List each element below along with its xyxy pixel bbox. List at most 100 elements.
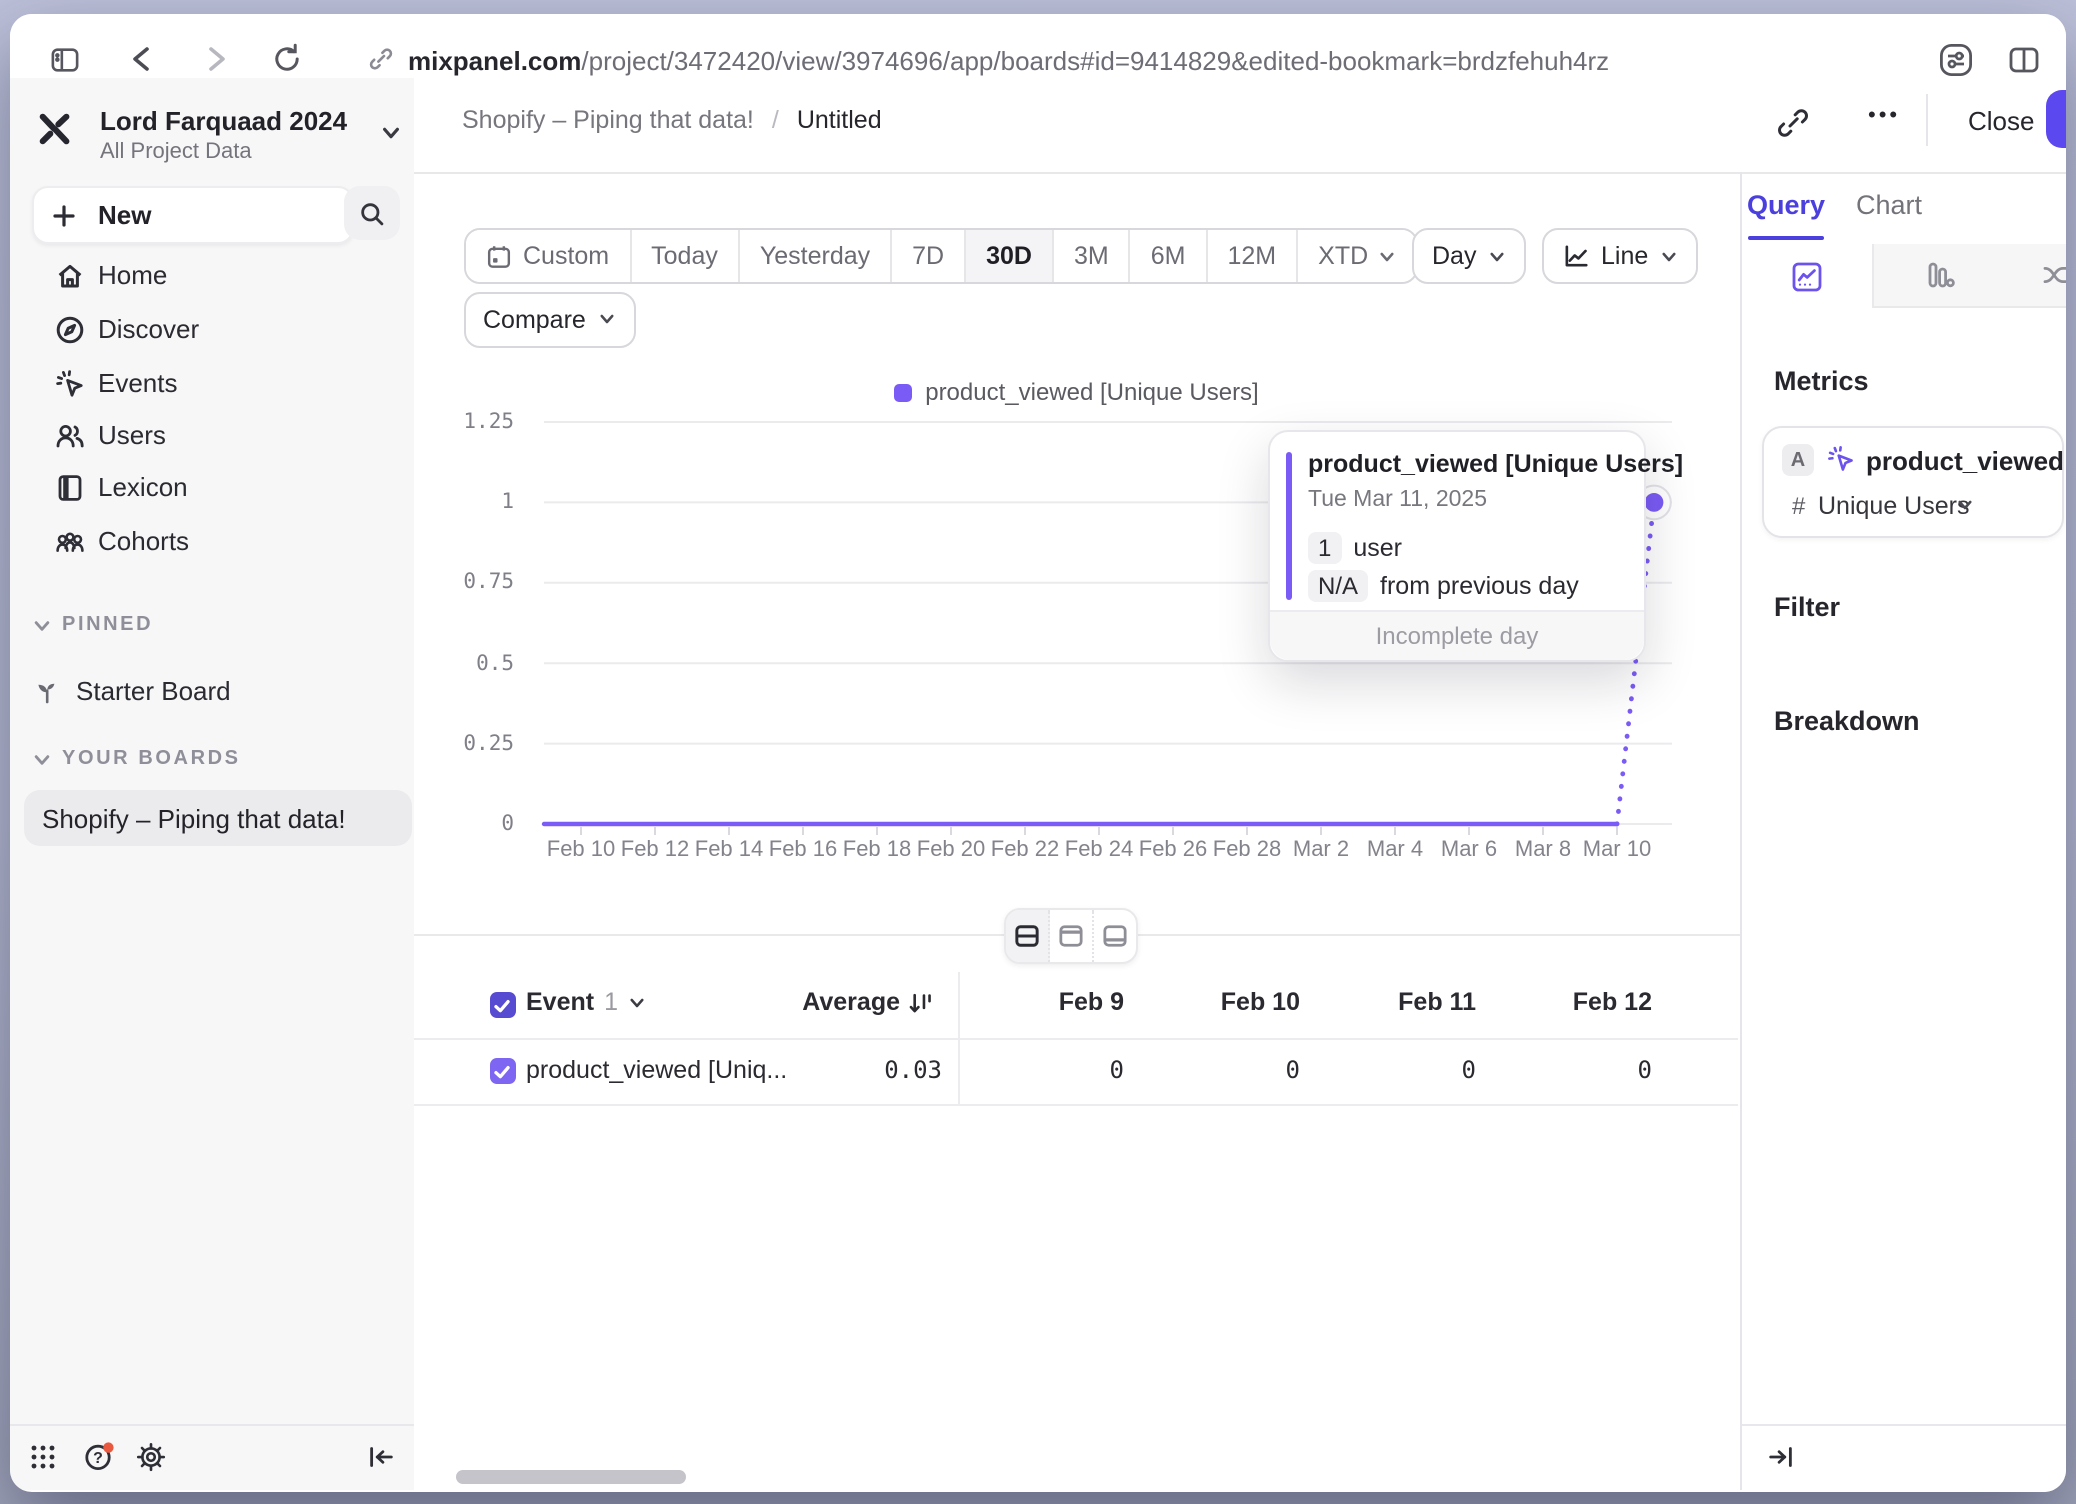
range-custom[interactable]: Custom [465,230,632,282]
chart-type-dropdown[interactable]: Line [1541,228,1699,284]
range-12m[interactable]: 12M [1207,230,1299,282]
close-button[interactable]: Close [1968,106,2035,136]
workspace-name: Lord Farquaad 2024 [100,106,348,136]
more-menu-icon[interactable]: ••• [1868,104,1901,128]
sidebar-item-label: Home [98,260,168,290]
home-icon [54,260,86,292]
range-7d[interactable]: 7D [892,230,967,282]
query-tab-flows[interactable] [2006,244,2066,308]
sidebar-item-discover[interactable]: Discover [34,301,410,355]
metric-event-name[interactable]: product_viewed [1866,446,2064,476]
compass-icon [54,313,86,345]
flows-icon [2040,258,2066,292]
browser-customize-icon[interactable] [1938,42,1974,78]
cohorts-icon [54,525,86,557]
chevron-down-icon [628,993,646,1011]
date-column-header[interactable]: Feb 10 [1220,988,1300,1016]
metric-aggregation[interactable]: Unique Users [1818,491,1970,519]
table-row-event-name[interactable]: product_viewed [Uniq... [526,1056,788,1084]
y-axis-tick: 0.25 [463,731,514,756]
query-tab-insights[interactable] [1741,244,1873,308]
range-30d[interactable]: 30D [966,230,1054,282]
sidebar-item-events[interactable]: Events [34,355,410,409]
filter-section-label[interactable]: Filter [1774,592,1841,622]
help-icon[interactable]: ? [82,1440,116,1474]
x-axis-tick: Feb 24 [1064,838,1134,862]
sidebar-item-board-shopify[interactable]: Shopify – Piping that data! [24,790,412,846]
sidebar-item-starter-board[interactable]: Starter Board [32,664,404,716]
compare-button[interactable]: Compare [463,291,636,347]
x-axis-tick: Feb 22 [990,838,1060,862]
horizontal-scrollbar[interactable] [456,1469,686,1483]
back-icon[interactable] [126,44,158,74]
legend-label[interactable]: product_viewed [Unique Users] [925,378,1259,406]
x-axis-tick: Feb 18 [842,838,912,862]
your-boards-section-header[interactable]: YOUR BOARDS [32,748,241,770]
seedling-icon [32,675,62,705]
date-column-header[interactable]: Feb 11 [1398,988,1476,1016]
tooltip-title: product_viewed [Unique Users] [1308,450,1684,478]
pinned-section-header[interactable]: PINNED [32,614,153,636]
date-column-header[interactable]: Feb 12 [1572,988,1652,1016]
tab-chart[interactable]: Chart [1856,190,1923,220]
query-tab-funnels[interactable] [1873,244,2006,308]
url-host: mixpanel.com [408,46,582,76]
browser-sidebar-toggle-icon[interactable] [50,46,80,74]
metric-card[interactable]: A product_viewed # Unique Users [1762,426,2064,538]
header-divider [1926,94,1928,146]
tab-underline [1747,235,1823,240]
row-checkbox[interactable] [489,1058,515,1084]
x-axis-tick: Feb 20 [916,838,986,862]
split-view-icon[interactable] [2008,46,2040,74]
granularity-dropdown[interactable]: Day [1412,228,1527,284]
x-axis-tick: Feb 16 [768,838,838,862]
funnels-icon [1923,258,1957,292]
new-button[interactable]: New [32,186,354,244]
layout-chart-only-icon[interactable] [1050,910,1094,962]
y-axis-tick: 0.75 [463,570,514,595]
forward-icon[interactable] [200,44,232,74]
table-row-average: 0.03 [884,1056,942,1084]
save-button[interactable] [2046,90,2066,148]
x-axis-tick: Feb 28 [1212,838,1282,862]
board-label: Starter Board [76,675,231,705]
sidebar-item-home[interactable]: Home [34,248,410,302]
layout-split-icon[interactable] [1006,910,1050,962]
breakdown-section-label[interactable]: Breakdown [1774,705,1920,735]
date-column-header[interactable]: Feb 9 [1058,988,1124,1016]
panel-footer [1741,1424,2066,1492]
collapse-sidebar-icon[interactable] [366,1442,396,1472]
search-button[interactable] [344,186,400,240]
reload-icon[interactable] [270,42,304,76]
sidebar-item-cohorts[interactable]: Cohorts [34,513,410,567]
address-bar[interactable]: mixpanel.com/project/3472420/view/397469… [408,46,1609,76]
table-cell: 0 [1109,1056,1124,1084]
layout-table-only-icon[interactable] [1094,910,1136,962]
tooltip-value-unit: user [1353,534,1403,562]
event-count: 1 [604,988,618,1016]
select-all-checkbox[interactable] [489,992,515,1018]
copy-link-icon[interactable] [1776,106,1810,140]
range-xtd[interactable]: XTD [1298,230,1417,282]
apps-grid-icon[interactable] [28,1442,58,1472]
breadcrumb-board-link[interactable]: Shopify – Piping that data! [462,106,754,134]
range-6m[interactable]: 6M [1130,230,1208,282]
event-column-header[interactable]: Event 1 [526,988,646,1016]
sidebar-item-users[interactable]: Users [34,408,410,462]
breadcrumb-current[interactable]: Untitled [796,106,882,134]
sidebar-item-lexicon[interactable]: Lexicon [34,460,410,514]
range-yesterday[interactable]: Yesterday [739,230,893,282]
range-3m[interactable]: 3M [1054,230,1131,282]
settings-gear-icon[interactable] [136,1442,166,1472]
range-today[interactable]: Today [631,230,740,282]
sidebar-item-label: Cohorts [98,525,190,555]
x-axis-tick: Feb 10 [546,838,616,862]
average-column-header[interactable]: Average [744,988,934,1016]
tab-query[interactable]: Query [1747,190,1826,220]
chevron-down-icon [1378,247,1396,265]
workspace-switcher[interactable]: Lord Farquaad 2024 All Project Data [36,106,399,178]
sidebar-footer: ? [10,1424,414,1492]
panel-divider [1739,172,1741,1490]
legend-swatch [893,383,912,401]
collapse-panel-icon[interactable] [1765,1442,1795,1472]
